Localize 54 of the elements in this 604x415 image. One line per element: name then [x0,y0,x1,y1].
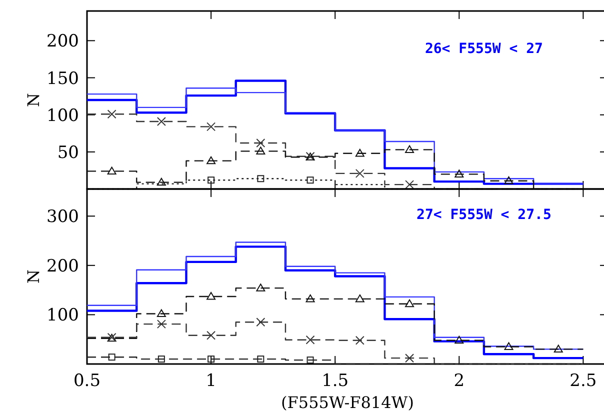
y-tick-label: 50 [57,142,79,163]
point [206,292,216,300]
point [107,166,116,174]
point [355,168,364,178]
y-tick-label: 150 [46,68,79,89]
point [257,175,264,182]
point [206,122,216,132]
y-tick-label: 100 [46,306,79,326]
point [306,335,315,344]
point [405,299,414,308]
point [504,176,514,184]
y-tick-label: 200 [46,256,79,276]
point [454,170,464,178]
y-tick-label: 300 [46,207,79,228]
y-axis-title: N [24,93,43,107]
y-axis-title: N [24,270,43,284]
point [206,330,216,340]
point [208,356,215,363]
point [108,354,116,361]
annotation: 26< F555W < 27 [424,41,543,57]
x-tick-label: 1.5 [322,371,349,391]
point [156,117,166,126]
point [306,294,315,302]
point [306,356,314,364]
point [156,178,166,186]
point [256,318,266,327]
x-tick-label: 0.5 [73,371,101,391]
point [208,176,215,184]
point [355,148,364,157]
point [257,356,264,363]
point [454,336,464,344]
x-axis-title: (F555W-F814W) [281,393,414,412]
point [156,320,166,329]
point [158,356,165,363]
point [256,146,266,154]
point [156,309,166,318]
point [206,156,216,164]
x-tick-label: 1 [206,371,216,391]
point [405,180,414,190]
point [107,110,116,119]
point [405,354,414,363]
y-tick-label: 200 [46,32,79,52]
annotation: 27< F555W < 27.5 [416,207,552,223]
x-tick-label: 2.5 [570,371,597,391]
point [355,294,364,302]
point [256,284,266,292]
point [554,344,563,353]
point [405,145,414,153]
y-tick-label: 100 [46,106,79,126]
point [355,336,364,345]
x-tick-label: 2 [454,371,465,391]
point [504,342,514,350]
point [306,176,314,184]
point [256,138,266,148]
